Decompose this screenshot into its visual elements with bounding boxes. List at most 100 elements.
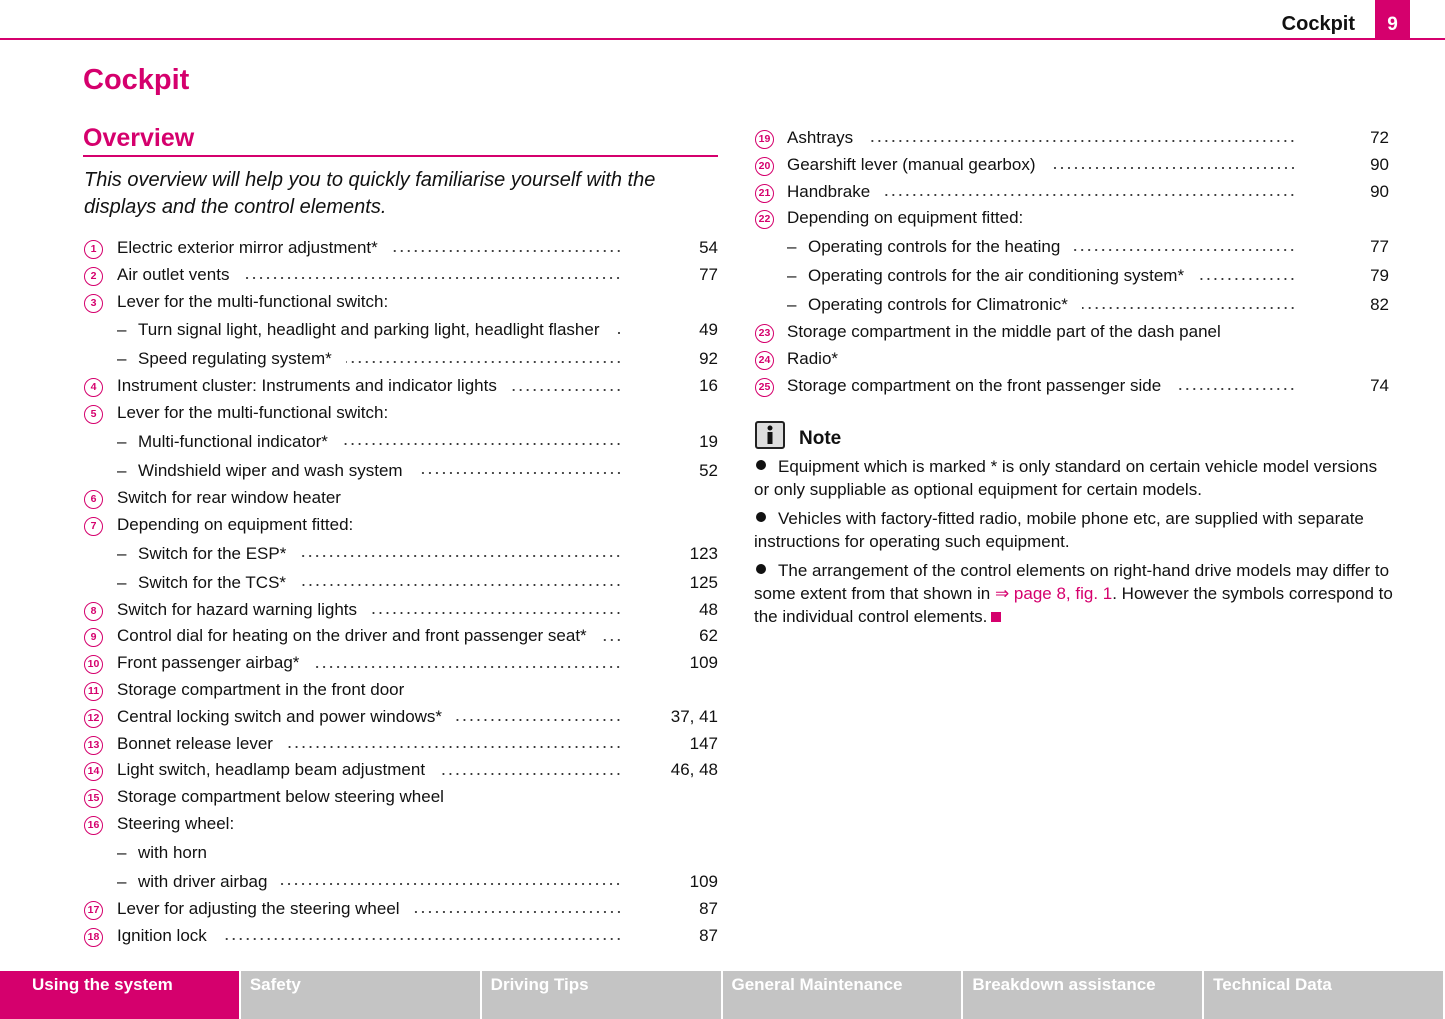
- item-number: 8: [84, 601, 103, 621]
- item-label: Central locking switch and power windows…: [117, 706, 443, 726]
- subitem: – Operating controls for the heating 77: [755, 232, 1389, 261]
- icon: [767, 425, 773, 444]
- subitem: – Operating controls for Climatronic* 82: [755, 290, 1389, 319]
- item-number: 17: [84, 900, 103, 920]
- leader: [413, 907, 622, 918]
- item-label: Lever for the multi-functional switch:: [117, 403, 389, 423]
- leader: [1081, 302, 1296, 313]
- leader: [345, 356, 622, 367]
- item-number: 20: [755, 156, 774, 176]
- item-label: Handbrake: [787, 181, 871, 201]
- item-label: Ashtrays: [787, 128, 854, 147]
- item-label: Steering wheel:: [117, 813, 235, 833]
- leader: [1175, 384, 1296, 395]
- item-number: 5: [84, 405, 103, 425]
- page-ref: 147: [689, 733, 718, 753]
- leader: [391, 246, 622, 257]
- item: 17 Lever for adjusting the steering wheel…: [84, 896, 718, 923]
- leader: [286, 741, 622, 752]
- item: 24 Radio*: [755, 346, 1389, 373]
- leader: [439, 768, 622, 779]
- footer-tab[interactable]: General Maintenance: [722, 971, 962, 1019]
- item-number: 3: [84, 293, 103, 313]
- dash: –: [117, 431, 127, 451]
- intro: This overview will help you to quickly f…: [84, 169, 656, 218]
- subitem-label: Speed regulating system*: [138, 349, 332, 369]
- subitem-label: with horn: [138, 842, 207, 862]
- item-number: 16: [84, 815, 103, 835]
- leader: [1074, 244, 1296, 255]
- dash: –: [117, 842, 127, 862]
- footer-tab[interactable]: Safety: [240, 971, 480, 1019]
- cross-reference[interactable]: ⇒ page 8, fig. 1: [994, 584, 1113, 603]
- item-label: Instrument cluster: Instruments and indi…: [117, 376, 497, 396]
- item-number: 25: [755, 377, 774, 397]
- item: 4 Instrument cluster: Instruments and ind…: [84, 373, 718, 400]
- item-label: Depending on equipment fitted:: [117, 514, 354, 534]
- item-number: 7: [84, 516, 103, 536]
- item-number: 14: [84, 762, 103, 782]
- item-number: 1: [84, 240, 103, 259]
- item: 1 Electric exterior mirror adjustment* 54: [84, 235, 718, 262]
- item: 10 Front passenger airbag* 109: [84, 650, 718, 677]
- leader: [416, 468, 622, 479]
- item: 25 Storage compartment on the front passe…: [755, 373, 1389, 400]
- header-section: Cockpit: [1281, 13, 1355, 35]
- item-number: 12: [84, 708, 103, 728]
- subitem: – Multi-functional indicator* 19: [84, 427, 718, 456]
- page-ref: 82: [1370, 295, 1389, 315]
- item-label: Storage compartment below steering wheel: [117, 787, 444, 807]
- dash: –: [117, 349, 127, 369]
- subitem: – with driver airbag 109: [84, 867, 718, 896]
- leader: [510, 384, 622, 395]
- leader: [220, 933, 622, 944]
- item-label: Lever for the multi-functional switch:: [117, 291, 389, 311]
- leader: [456, 715, 622, 726]
- item-label: Control dial for heating on the driver a…: [117, 626, 587, 646]
- note-title: Note: [799, 428, 842, 449]
- page-ref: 49: [699, 320, 718, 340]
- item: 16 Steering wheel:: [84, 811, 718, 838]
- leader: [300, 580, 622, 591]
- item-label: Lever for adjusting the steering wheel: [117, 898, 400, 918]
- subitem-label: Switch for the ESP*: [138, 543, 287, 563]
- note-icon: [755, 421, 785, 449]
- bullet-text: . However the symbols correspond to the …: [754, 584, 1393, 626]
- item: 8 Switch for hazard warning lights 48: [84, 597, 718, 624]
- item-label: Air outlet vents: [117, 264, 230, 284]
- item-label: Storage compartment on the front passeng…: [787, 375, 1162, 395]
- footer-tab[interactable]: Using the system: [0, 971, 239, 1019]
- title: Cockpit: [83, 64, 190, 96]
- leader: [341, 439, 622, 450]
- item-number: 4: [84, 378, 103, 398]
- item-label: Bonnet release lever: [117, 733, 273, 753]
- subitem: – Operating controls for the air conditio…: [755, 261, 1389, 290]
- item: 23 Storage compartment in the middle part…: [755, 319, 1389, 346]
- subitem-label: Windshield wiper and wash system: [138, 460, 403, 480]
- dash: –: [787, 295, 797, 315]
- footer-tab[interactable]: Breakdown assistance: [963, 971, 1203, 1019]
- item: 22 Depending on equipment fitted:: [755, 205, 1389, 232]
- item-number: 15: [84, 789, 103, 809]
- page-ref: 74: [1370, 375, 1389, 395]
- subitem-label: Operating controls for the air condition…: [808, 266, 1185, 286]
- page-ref: 90: [1370, 181, 1389, 201]
- header-rule: [0, 38, 1445, 40]
- page-ref: 19: [699, 431, 718, 451]
- footer-tab[interactable]: Driving Tips: [481, 971, 721, 1019]
- item-label: Switch for hazard warning lights: [117, 599, 358, 619]
- page-ref: 87: [699, 925, 718, 945]
- leader: [600, 634, 622, 645]
- dash: –: [117, 871, 127, 891]
- item: 2 Air outlet vents 77: [84, 262, 718, 289]
- page-ref: 125: [689, 572, 718, 592]
- item-label: Switch for rear window heater: [117, 487, 341, 507]
- bullet-text: Vehicles with factory-fitted radio, mobi…: [754, 509, 1364, 551]
- note-bullet: The arrangement of the control elements …: [754, 559, 1394, 628]
- dash: –: [117, 320, 127, 340]
- dash: –: [787, 266, 797, 286]
- subitem-label: Operating controls for Climatronic*: [808, 295, 1068, 315]
- subitem: – with horn: [84, 838, 718, 867]
- item-number: 6: [84, 489, 103, 509]
- footer-tab[interactable]: Technical Data: [1204, 971, 1443, 1019]
